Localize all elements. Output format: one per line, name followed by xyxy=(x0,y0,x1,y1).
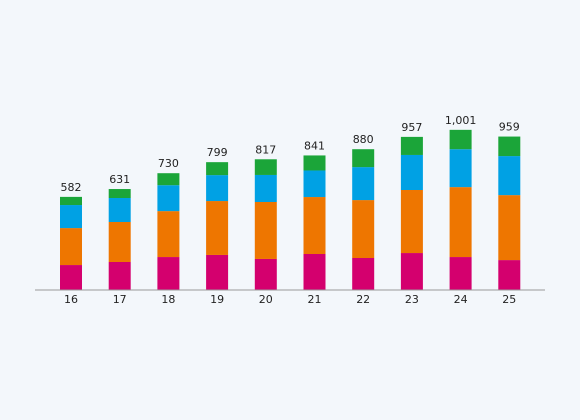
bar-segment xyxy=(108,189,131,198)
bar-segment xyxy=(303,254,326,290)
bar-segment xyxy=(108,222,131,262)
bar-segment xyxy=(60,196,82,206)
bar-segment xyxy=(254,159,277,175)
x-tick-label: 20 xyxy=(259,293,273,306)
bar-segment xyxy=(206,162,229,176)
bar-segment xyxy=(449,149,472,188)
total-label: 631 xyxy=(109,173,130,186)
bar-segment xyxy=(303,197,326,254)
bar-segment xyxy=(449,187,472,258)
bar-segment xyxy=(449,257,472,290)
bar-segment xyxy=(400,190,423,254)
total-label: 880 xyxy=(353,133,374,146)
x-tick-label: 21 xyxy=(308,293,322,306)
bar-segment xyxy=(254,258,277,290)
bar-segment xyxy=(400,253,423,290)
bar-segment xyxy=(303,170,326,198)
bar-segment xyxy=(498,260,521,290)
bar-segment xyxy=(60,205,82,229)
x-tick-label: 16 xyxy=(64,293,78,306)
bar-segment xyxy=(254,202,277,259)
bar-segment xyxy=(206,175,229,202)
bar-segment xyxy=(352,167,375,201)
bar-segment xyxy=(108,262,131,290)
total-label: 841 xyxy=(304,139,325,152)
bar-segment xyxy=(157,173,180,186)
total-label: 817 xyxy=(255,143,276,156)
x-tick-label: 17 xyxy=(113,293,127,306)
total-label: 582 xyxy=(61,181,82,194)
bar-segment xyxy=(449,129,472,150)
bar-segment xyxy=(157,257,180,290)
bar-segment xyxy=(498,156,521,196)
total-label: 799 xyxy=(207,146,228,159)
x-tick-label: 22 xyxy=(356,293,370,306)
x-tick-label: 24 xyxy=(454,293,468,306)
bar-segment xyxy=(400,154,423,190)
bar-segment xyxy=(108,198,131,222)
bar-segment xyxy=(498,136,521,157)
x-tick-label: 25 xyxy=(502,293,516,306)
bar-segment xyxy=(206,201,229,255)
x-tick-label: 18 xyxy=(161,293,175,306)
bar-segment xyxy=(206,254,229,290)
total-label: 957 xyxy=(401,121,422,134)
x-tick-label: 23 xyxy=(405,293,419,306)
x-tick-label: 19 xyxy=(210,293,224,306)
bar-segment xyxy=(157,211,180,258)
bar-segment xyxy=(157,185,180,212)
bar-segment xyxy=(254,174,277,202)
bar-segment xyxy=(352,149,375,168)
total-label: 959 xyxy=(499,121,520,134)
total-label: 1,001 xyxy=(445,114,477,127)
bar-segment xyxy=(400,136,423,155)
bar-segment xyxy=(60,228,82,266)
total-label: 730 xyxy=(158,157,179,170)
bar-segment xyxy=(352,258,375,290)
bar-segment xyxy=(60,265,82,290)
bar-segment xyxy=(352,200,375,258)
bar-segment xyxy=(303,155,326,171)
bar-segment xyxy=(498,195,521,261)
